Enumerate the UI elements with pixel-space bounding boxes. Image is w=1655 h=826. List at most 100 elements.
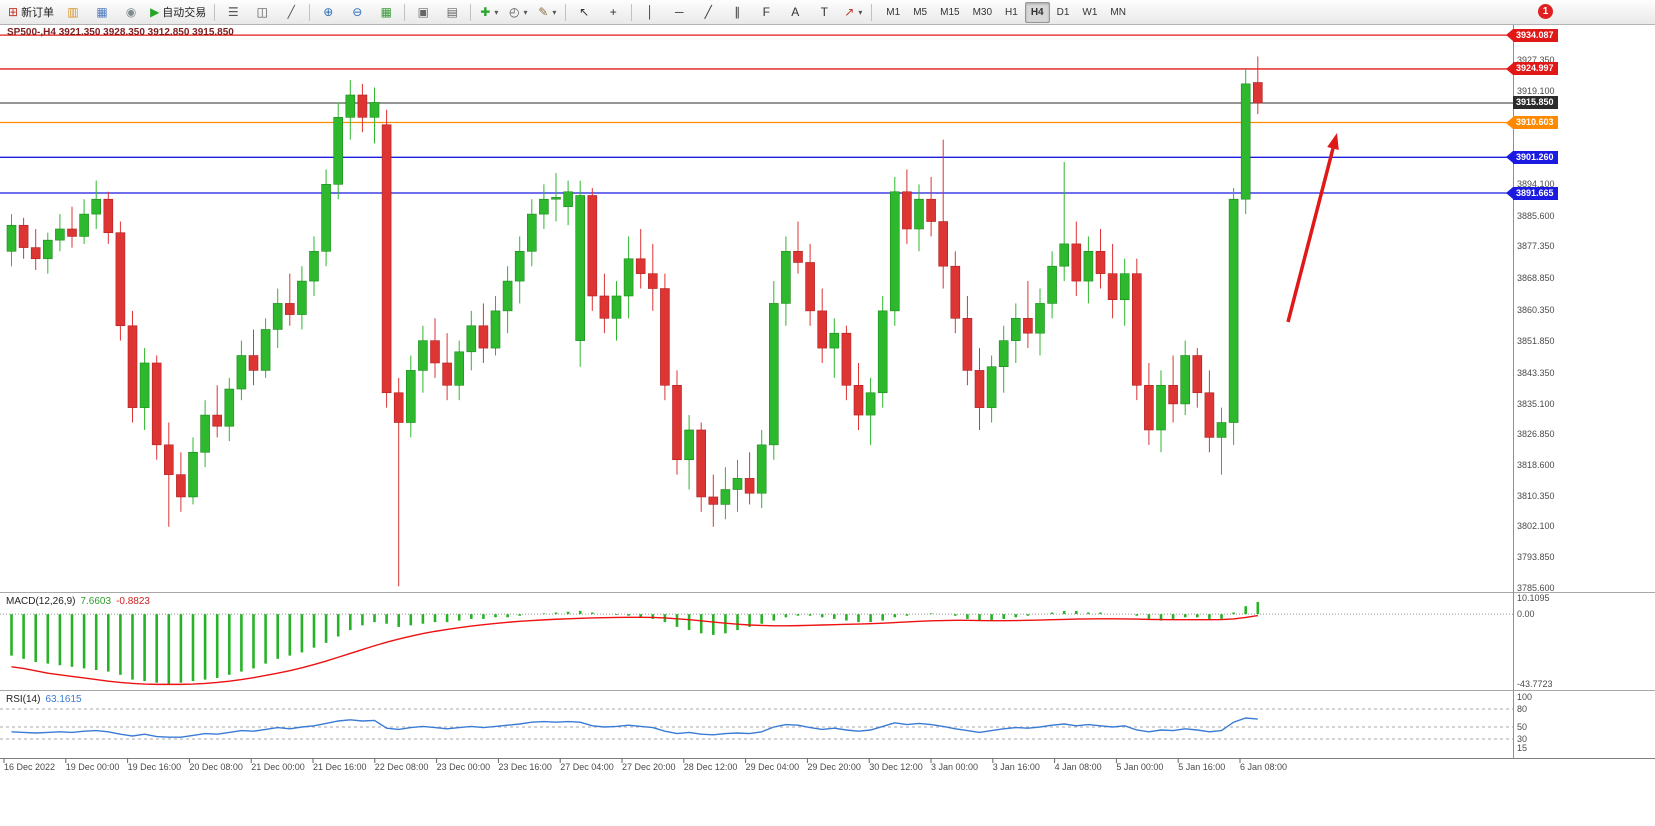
candle [1059, 243, 1069, 267]
candle [974, 370, 985, 408]
market-watch-button[interactable]: ▥ [59, 1, 87, 23]
tile-horizontal-button[interactable]: ▤ [438, 1, 466, 23]
new-order-button[interactable]: ⊞ 新订单 [4, 1, 58, 23]
timeframe-m1[interactable]: M1 [886, 6, 901, 18]
crosshair-button[interactable]: + [599, 1, 627, 23]
candle [55, 228, 65, 241]
timeframe-d1[interactable]: D1 [1056, 6, 1070, 18]
timeframe-mn[interactable]: MN [1110, 6, 1126, 18]
timeframe-group: M1 M5 M15 M30 H1 H4 D1 W1 MN [880, 1, 1132, 23]
candle [514, 251, 525, 282]
candle [466, 325, 477, 353]
candle [67, 228, 77, 237]
periods-button[interactable]: ◴ ▾ [504, 1, 532, 23]
notification-badge[interactable]: 1 [1538, 4, 1553, 19]
trend-arrow-head [1327, 133, 1339, 150]
indicators-icon: ✚ [480, 5, 491, 19]
text-label-button[interactable]: T [810, 1, 838, 23]
trendline-button[interactable]: ╱ [694, 1, 722, 23]
candle [829, 332, 840, 349]
horizontal-line-button[interactable]: ─ [665, 1, 693, 23]
candle [1071, 243, 1082, 282]
cursor-button[interactable]: ↖ [570, 1, 598, 23]
data-window-button[interactable]: ▦ [88, 1, 116, 23]
candle [1216, 422, 1227, 438]
candle [188, 451, 198, 498]
candle [1023, 318, 1033, 334]
tile-horizontal-icon: ▤ [446, 5, 458, 19]
navigator-button[interactable]: ◉ [117, 1, 145, 23]
zoom-out-button[interactable]: ⊖ [343, 1, 371, 23]
candle [962, 318, 973, 371]
channel-button[interactable]: ∥ [723, 1, 751, 23]
channel-icon: ∥ [734, 5, 741, 19]
candle [6, 224, 17, 252]
candle [563, 191, 573, 207]
candle [321, 184, 331, 252]
timeframe-m15[interactable]: M15 [940, 6, 960, 18]
candle [635, 258, 646, 274]
candle [91, 198, 101, 215]
candles-chart-button[interactable]: ◫ [248, 1, 276, 23]
bars-chart-button[interactable]: ☰ [219, 1, 247, 23]
candle [998, 340, 1009, 367]
candle [1253, 82, 1263, 104]
toolbar-separator [404, 3, 406, 21]
candle [381, 124, 392, 394]
zoom-in-button[interactable]: ⊕ [314, 1, 342, 23]
timeframe-m30[interactable]: M30 [972, 6, 993, 18]
chevron-down-icon: ▾ [494, 7, 499, 17]
fibonacci-button[interactable]: F [752, 1, 780, 23]
timeframe-w1[interactable]: W1 [1082, 6, 1098, 18]
candle [212, 414, 222, 427]
candle [611, 295, 622, 319]
line-chart-button[interactable]: ╱ [277, 1, 305, 23]
trend-arrow-object[interactable] [1286, 148, 1335, 323]
toolbar-separator [631, 3, 633, 21]
candle [333, 117, 344, 185]
indicators-button[interactable]: ✚ ▾ [475, 1, 503, 23]
autotrading-button[interactable]: ▶ 自动交易 [146, 1, 210, 23]
vertical-line-icon: │ [646, 5, 655, 19]
text-button[interactable]: A [781, 1, 809, 23]
candle [877, 310, 888, 394]
chart-canvas[interactable] [0, 24, 1655, 826]
candle [926, 198, 936, 222]
candle [647, 273, 658, 289]
text-label-icon: T [820, 5, 828, 19]
candle [115, 232, 126, 327]
crosshair-icon: + [609, 5, 617, 19]
toolbar-separator [871, 3, 873, 21]
toolbar-separator [565, 3, 567, 21]
periods-icon: ◴ [509, 5, 520, 19]
candle [357, 94, 368, 118]
candle [164, 444, 174, 475]
zoom-out-icon: ⊖ [352, 5, 363, 19]
candle [708, 496, 719, 505]
candle [1095, 251, 1106, 274]
navigator-icon: ◉ [125, 5, 137, 19]
templates-button[interactable]: ✎ ▾ [533, 1, 561, 23]
candle [781, 251, 791, 304]
tile-windows-button[interactable]: ▦ [372, 1, 400, 23]
cascade-windows-button[interactable]: ▣ [409, 1, 437, 23]
candle [720, 489, 731, 505]
candle [805, 262, 815, 312]
candle [1047, 265, 1057, 304]
candle [1240, 83, 1251, 200]
candle [1192, 355, 1203, 394]
candle [393, 392, 404, 423]
candle [841, 332, 852, 386]
candle [986, 366, 997, 408]
candle [236, 355, 247, 390]
candle [684, 429, 694, 461]
text-icon: A [791, 5, 800, 19]
candle [660, 288, 670, 386]
timeframe-h4[interactable]: H4 [1024, 1, 1050, 23]
timeframe-h1[interactable]: H1 [1005, 6, 1018, 18]
candle [575, 195, 586, 341]
arrows-button[interactable]: ↗ ▾ [839, 1, 867, 23]
vertical-line-button[interactable]: │ [636, 1, 664, 23]
candle [914, 198, 924, 230]
timeframe-m5[interactable]: M5 [913, 6, 928, 18]
